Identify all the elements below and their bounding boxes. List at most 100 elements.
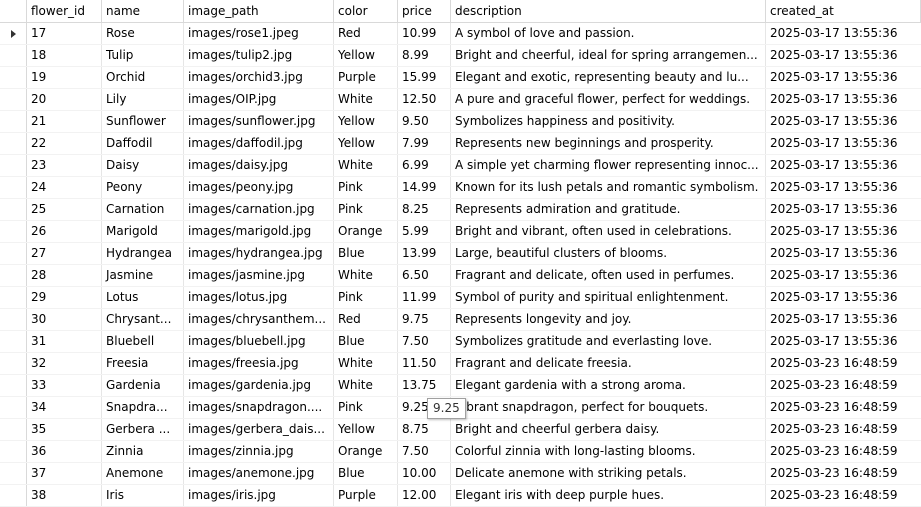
cell-image-path[interactable]: images/iris.jpg <box>184 485 334 506</box>
cell-color[interactable]: Red <box>334 23 398 44</box>
cell-flower-id[interactable]: 28 <box>27 265 102 286</box>
row-indicator[interactable] <box>0 45 27 66</box>
cell-flower-id[interactable]: 29 <box>27 287 102 308</box>
cell-image-path[interactable]: images/zinnia.jpg <box>184 441 334 462</box>
cell-name[interactable]: Zinnia <box>102 441 184 462</box>
row-indicator[interactable] <box>0 441 27 462</box>
cell-description[interactable]: Large, beautiful clusters of blooms. <box>451 243 766 264</box>
table-row[interactable]: 25 Carnation images/carnation.jpg Pink 8.25 R… <box>0 199 921 221</box>
cell-description[interactable]: Represents admiration and gratitude. <box>451 199 766 220</box>
cell-description[interactable]: Elegant iris with deep purple hues. <box>451 485 766 506</box>
cell-created-at[interactable]: 2025-03-17 13:55:36 <box>770 48 898 62</box>
cell-color[interactable]: Blue <box>334 243 398 264</box>
cell-name[interactable]: Daisy <box>102 155 184 176</box>
row-indicator[interactable] <box>0 463 27 484</box>
cell-color[interactable]: Orange <box>334 221 398 242</box>
cell-flower-id[interactable]: 31 <box>27 331 102 352</box>
cell-price[interactable]: 12.50 <box>398 89 451 110</box>
cell-description[interactable]: A pure and graceful flower, perfect for … <box>451 89 766 110</box>
row-indicator[interactable] <box>0 265 27 286</box>
row-indicator[interactable] <box>0 111 27 132</box>
cell-image-path[interactable]: images/gerbera_dais... <box>184 419 334 440</box>
row-indicator[interactable] <box>0 353 27 374</box>
cell-created-at[interactable]: 2025-03-17 13:55:36 <box>770 290 898 304</box>
cell-flower-id[interactable]: 22 <box>27 133 102 154</box>
row-indicator[interactable] <box>0 331 27 352</box>
cell-name[interactable]: Peony <box>102 177 184 198</box>
column-header-name[interactable]: name <box>102 0 184 22</box>
cell-description[interactable]: Vibrant snapdragon, perfect for bouquets… <box>451 397 766 418</box>
cell-image-path[interactable]: images/gardenia.jpg <box>184 375 334 396</box>
cell-name[interactable]: Chrysant... <box>102 309 184 330</box>
cell-name[interactable]: Daffodil <box>102 133 184 154</box>
cell-flower-id[interactable]: 38 <box>27 485 102 506</box>
table-row[interactable]: 17 Rose images/rose1.jpeg Red 10.99 A symbol … <box>0 23 921 45</box>
cell-name[interactable]: Bluebell <box>102 331 184 352</box>
cell-name[interactable]: Sunflower <box>102 111 184 132</box>
row-indicator[interactable] <box>0 199 27 220</box>
cell-created-at[interactable]: 2025-03-23 16:48:59 <box>770 356 898 370</box>
column-header-image-path[interactable]: image_path <box>184 0 334 22</box>
cell-name[interactable]: Tulip <box>102 45 184 66</box>
cell-image-path[interactable]: images/marigold.jpg <box>184 221 334 242</box>
cell-price[interactable]: 11.99 <box>398 287 451 308</box>
cell-created-at[interactable]: 2025-03-17 13:55:36 <box>770 70 898 84</box>
cell-color[interactable]: Red <box>334 309 398 330</box>
cell-image-path[interactable]: images/hydrangea.jpg <box>184 243 334 264</box>
cell-price[interactable]: 8.99 <box>398 45 451 66</box>
cell-description[interactable]: Bright and cheerful gerbera daisy. <box>451 419 766 440</box>
cell-name[interactable]: Gardenia <box>102 375 184 396</box>
table-row[interactable]: 30 Chrysant... images/chrysanthem... Red 9.7… <box>0 309 921 331</box>
table-row[interactable]: 32 Freesia images/freesia.jpg White 11.50 Fra… <box>0 353 921 375</box>
cell-description[interactable]: Symbolizes happiness and positivity. <box>451 111 766 132</box>
cell-created-at[interactable]: 2025-03-17 13:55:36 <box>770 136 898 150</box>
cell-created-at[interactable]: 2025-03-17 13:55:36 <box>770 158 898 172</box>
table-row[interactable]: 26 Marigold images/marigold.jpg Orange 5.99 B… <box>0 221 921 243</box>
cell-image-path[interactable]: images/jasmine.jpg <box>184 265 334 286</box>
table-row[interactable]: 23 Daisy images/daisy.jpg White 6.99 A simple… <box>0 155 921 177</box>
cell-created-at[interactable]: 2025-03-17 13:55:36 <box>770 334 898 348</box>
cell-color[interactable]: Purple <box>334 485 398 506</box>
row-indicator[interactable] <box>0 419 27 440</box>
table-row[interactable]: 18 Tulip images/tulip2.jpg Yellow 8.99 Bright… <box>0 45 921 67</box>
cell-price[interactable]: 14.99 <box>398 177 451 198</box>
cell-flower-id[interactable]: 33 <box>27 375 102 396</box>
cell-image-path[interactable]: images/carnation.jpg <box>184 199 334 220</box>
cell-price[interactable]: 7.50 <box>398 331 451 352</box>
cell-flower-id[interactable]: 37 <box>27 463 102 484</box>
cell-flower-id[interactable]: 30 <box>27 309 102 330</box>
cell-image-path[interactable]: images/sunflower.jpg <box>184 111 334 132</box>
cell-price[interactable]: 9.75 <box>398 309 451 330</box>
cell-price[interactable]: 8.25 <box>398 199 451 220</box>
cell-color[interactable]: Pink <box>334 287 398 308</box>
cell-image-path[interactable]: images/chrysanthem... <box>184 309 334 330</box>
cell-created-at[interactable]: 2025-03-17 13:55:36 <box>770 180 898 194</box>
row-indicator[interactable] <box>0 485 27 506</box>
cell-description[interactable]: Fragrant and delicate freesia. <box>451 353 766 374</box>
row-indicator[interactable] <box>0 89 27 110</box>
cell-created-at[interactable]: 2025-03-23 16:48:59 <box>770 422 898 436</box>
cell-price[interactable]: 10.99 <box>398 23 451 44</box>
column-header-description[interactable]: description <box>451 0 766 22</box>
cell-flower-id[interactable]: 20 <box>27 89 102 110</box>
cell-name[interactable]: Carnation <box>102 199 184 220</box>
cell-color[interactable]: Orange <box>334 441 398 462</box>
cell-created-at[interactable]: 2025-03-17 13:55:36 <box>770 202 898 216</box>
cell-created-at[interactable]: 2025-03-17 13:55:36 <box>770 26 898 40</box>
cell-price[interactable]: 6.99 <box>398 155 451 176</box>
column-header-color[interactable]: color <box>334 0 398 22</box>
row-indicator[interactable] <box>0 155 27 176</box>
cell-price[interactable]: 10.00 <box>398 463 451 484</box>
cell-name[interactable]: Hydrangea <box>102 243 184 264</box>
cell-color[interactable]: Yellow <box>334 111 398 132</box>
table-row[interactable]: 27 Hydrangea images/hydrangea.jpg Blue 13.99… <box>0 243 921 265</box>
column-header-flower-id[interactable]: flower_id <box>27 0 102 22</box>
cell-image-path[interactable]: images/daisy.jpg <box>184 155 334 176</box>
cell-color[interactable]: White <box>334 89 398 110</box>
cell-color[interactable]: Pink <box>334 177 398 198</box>
cell-color[interactable]: Pink <box>334 397 398 418</box>
cell-image-path[interactable]: images/snapdragon.... <box>184 397 334 418</box>
cell-created-at[interactable]: 2025-03-17 13:55:36 <box>770 312 898 326</box>
cell-created-at[interactable]: 2025-03-23 16:48:59 <box>770 400 898 414</box>
